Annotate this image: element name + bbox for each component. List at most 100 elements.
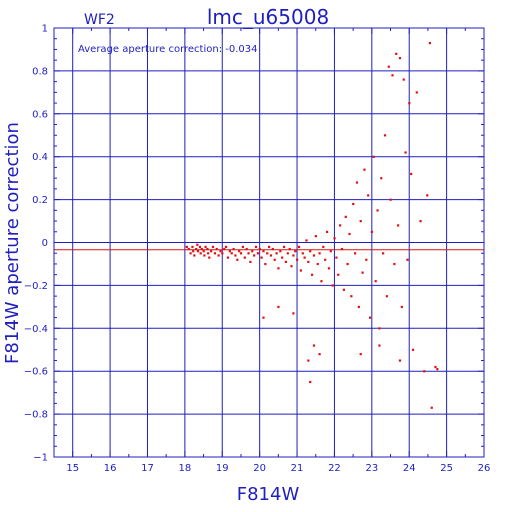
- data-point: [189, 252, 192, 255]
- data-point: [359, 353, 362, 356]
- data-point: [316, 262, 319, 266]
- data-point: [378, 327, 381, 330]
- y-tick-label: 0: [42, 238, 48, 249]
- data-point: [200, 247, 203, 251]
- data-point: [355, 181, 359, 184]
- y-tick-label: −1: [33, 453, 48, 464]
- data-point: [423, 370, 426, 373]
- data-point: [406, 258, 409, 261]
- data-point: [325, 230, 329, 233]
- data-point: [354, 252, 357, 255]
- data-point: [199, 252, 202, 255]
- data-point: [296, 258, 299, 261]
- data-point: [430, 406, 433, 409]
- data-point: [279, 250, 282, 253]
- data-point: [339, 224, 342, 227]
- data-point: [206, 247, 209, 251]
- data-point: [397, 224, 400, 227]
- data-point: [331, 284, 334, 287]
- data-point: [264, 262, 267, 266]
- data-point: [232, 247, 235, 251]
- data-point: [241, 245, 245, 248]
- data-point: [256, 252, 259, 255]
- data-point: [239, 252, 243, 255]
- data-point: [277, 267, 280, 270]
- data-point: [290, 265, 293, 268]
- data-point: [391, 74, 394, 77]
- data-point: [215, 247, 218, 251]
- data-point: [383, 134, 387, 137]
- data-point: [192, 250, 195, 253]
- data-point: [382, 252, 385, 255]
- data-point: [204, 245, 207, 248]
- data-point: [404, 151, 407, 154]
- data-point: [277, 305, 280, 309]
- axis-ticks: [53, 27, 485, 458]
- data-point: [243, 256, 246, 259]
- data-point: [281, 256, 284, 259]
- data-point: [395, 52, 398, 55]
- data-point: [434, 365, 437, 369]
- data-point: [357, 305, 360, 309]
- data-point: [393, 262, 396, 266]
- data-point: [292, 312, 295, 315]
- x-tick-labels: 15 16 17 18 19 20 21 22 23 24 25 26: [66, 463, 490, 474]
- data-point: [207, 252, 210, 255]
- data-point: [187, 247, 190, 251]
- data-point: [273, 258, 276, 261]
- data-point: [253, 254, 256, 257]
- data-point: [303, 256, 306, 259]
- data-point: [378, 344, 381, 347]
- data-point: [307, 359, 310, 362]
- data-point: [352, 202, 355, 206]
- data-point: [245, 247, 248, 251]
- data-point: [387, 65, 390, 68]
- x-tick-label: 18: [179, 463, 192, 474]
- data-point: [292, 254, 295, 257]
- data-point: [234, 254, 237, 257]
- data-point: [254, 245, 258, 248]
- data-point: [380, 177, 383, 180]
- data-point: [294, 250, 297, 253]
- x-tick-label: 16: [104, 463, 117, 474]
- y-tick-label: 0.8: [32, 66, 48, 77]
- data-point: [367, 194, 370, 197]
- data-point: [309, 380, 312, 384]
- data-point: [372, 155, 375, 158]
- data-point: [217, 254, 220, 257]
- data-point: [221, 252, 224, 255]
- data-point: [262, 250, 265, 253]
- data-point: [385, 295, 388, 298]
- x-tick-label: 23: [365, 463, 378, 474]
- data-point: [213, 252, 216, 255]
- data-point: [268, 245, 271, 248]
- data-point: [219, 250, 222, 253]
- data-point: [312, 344, 316, 347]
- data-point: [195, 247, 198, 251]
- data-point: [223, 247, 226, 251]
- data-point: [318, 252, 321, 255]
- data-point: [307, 260, 310, 264]
- x-tick-label: 15: [66, 463, 79, 474]
- data-point: [365, 258, 368, 261]
- data-point: [191, 245, 194, 248]
- data-point: [337, 273, 340, 276]
- data-point: [335, 256, 338, 259]
- data-point: [415, 91, 418, 94]
- data-point: [312, 254, 316, 257]
- data-point: [368, 316, 372, 319]
- data-point: [398, 57, 402, 60]
- data-point: [249, 260, 252, 264]
- chart-title: lmc_u65008: [207, 5, 329, 29]
- y-tick-label: 0.2: [32, 195, 48, 206]
- data-point: [266, 252, 269, 255]
- x-tick-label: 21: [291, 463, 304, 474]
- data-point: [359, 220, 362, 223]
- data-point: [196, 243, 199, 246]
- data-point: [282, 245, 286, 248]
- x-axis-label: F814W: [237, 484, 300, 505]
- data-point: [398, 359, 402, 362]
- data-point: [376, 209, 379, 212]
- y-tick-label: −0.8: [24, 410, 48, 421]
